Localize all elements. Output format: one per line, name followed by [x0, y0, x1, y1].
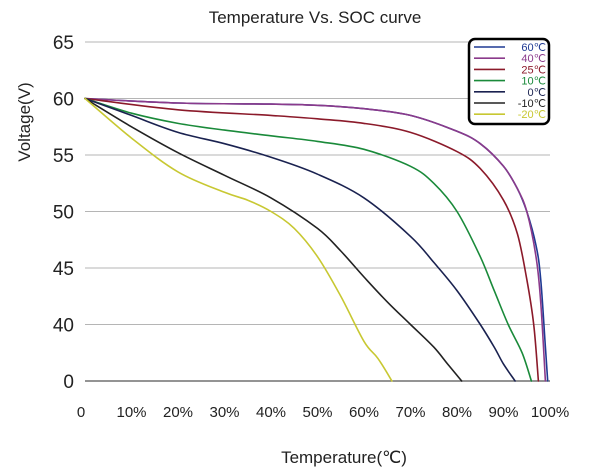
- series-line: [84, 97, 516, 382]
- legend-label: 25℃: [521, 64, 546, 76]
- series-line: [84, 97, 540, 382]
- chart-title: Temperature Vs. SOC curve: [209, 8, 422, 27]
- legend: 60℃40℃25℃10℃0℃-10℃-20℃: [467, 37, 551, 126]
- legend-label: -10℃: [518, 98, 546, 110]
- series-line: [84, 97, 533, 382]
- y-tick-label: 60: [53, 90, 74, 111]
- y-tick-label: 65: [53, 33, 74, 54]
- series-line: [84, 97, 463, 382]
- legend-label: -20℃: [518, 109, 546, 121]
- y-tick-label: 55: [53, 146, 74, 167]
- series-line: [84, 97, 547, 382]
- y-tick-label: 40: [53, 316, 74, 337]
- y-axis-title: Voltage(V): [15, 82, 34, 161]
- legend-label: 60℃: [521, 42, 546, 54]
- y-tick-label: 0: [63, 372, 74, 393]
- grid: [85, 41, 550, 382]
- x-tick-label: 90%: [488, 404, 518, 421]
- x-tick-label: 0: [77, 404, 85, 421]
- x-tick-label: 50%: [302, 404, 332, 421]
- x-tick-label: 30%: [209, 404, 239, 421]
- x-tick-label: 20%: [163, 404, 193, 421]
- x-axis-title: Temperature(℃): [281, 448, 407, 467]
- legend-label: 40℃: [521, 53, 546, 65]
- x-tick-label: 40%: [256, 404, 286, 421]
- legend-label: 0℃: [528, 87, 546, 99]
- legend-label: 10℃: [521, 76, 546, 88]
- x-tick-label: 60%: [349, 404, 379, 421]
- series-lines: [84, 97, 549, 382]
- y-tick-label: 50: [53, 203, 74, 224]
- series-line: [84, 97, 393, 382]
- y-tick-label: 45: [53, 259, 74, 280]
- x-tick-labels: 0 10% 20% 30% 40% 50% 60% 70% 80% 90% 100%: [77, 404, 569, 421]
- x-tick-label: 100%: [531, 404, 569, 421]
- x-tick-label: 10%: [116, 404, 146, 421]
- x-tick-label: 80%: [442, 404, 472, 421]
- x-tick-label: 70%: [395, 404, 425, 421]
- y-tick-labels: 0 40 45 50 55 60 65: [53, 33, 74, 393]
